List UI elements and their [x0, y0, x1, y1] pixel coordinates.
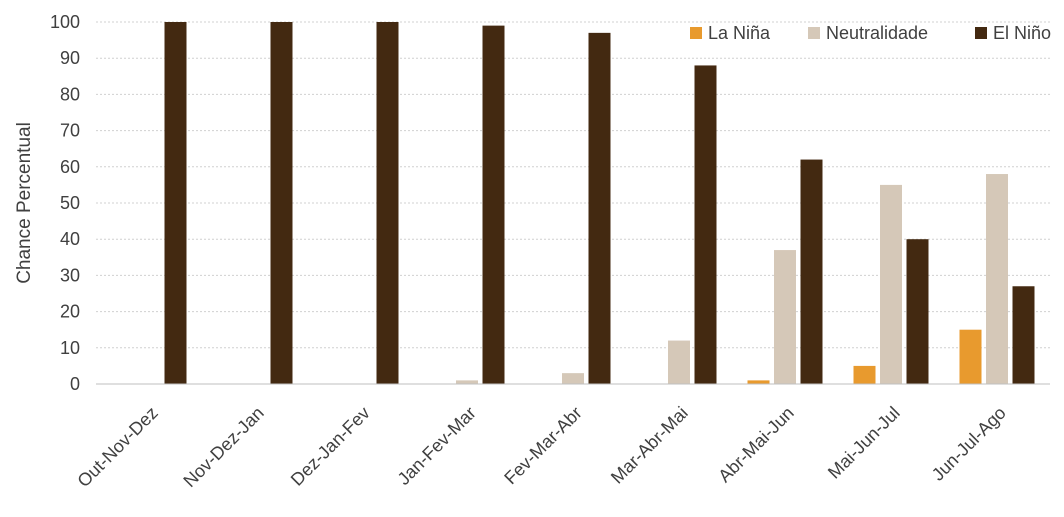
y-tick-label: 20	[60, 302, 80, 322]
legend-swatch	[808, 27, 820, 39]
y-tick-label: 50	[60, 193, 80, 213]
y-tick-label: 80	[60, 84, 80, 104]
y-tick-label: 100	[50, 12, 80, 32]
legend-swatch	[975, 27, 987, 39]
bar-el-ni-o-6	[800, 159, 823, 384]
y-tick-label: 90	[60, 48, 80, 68]
bar-el-ni-o-4	[588, 32, 611, 385]
y-tick-label: 30	[60, 265, 80, 285]
bar-neutralidade-3	[456, 380, 478, 384]
x-category-label: Dez-Jan-Fev	[287, 403, 374, 490]
bar-neutralidade-5	[668, 340, 690, 384]
y-tick-label: 70	[60, 121, 80, 141]
y-tick-label: 60	[60, 157, 80, 177]
legend-label: El Niño	[993, 23, 1051, 43]
bar-el-ni-o-3	[482, 25, 505, 385]
x-category-label: Abr-Mai-Jun	[714, 403, 797, 486]
y-tick-label: 10	[60, 338, 80, 358]
x-category-label: Fev-Mar-Abr	[500, 403, 586, 489]
gridlines	[96, 21, 1050, 349]
legend: La Niña Neutralidade El Niño	[690, 23, 1051, 43]
bar-la-ni-a-6	[747, 380, 770, 384]
x-category-label: Nov-Dez-Jan	[179, 403, 267, 491]
bar-el-ni-o-7	[906, 239, 929, 384]
legend-label: La Niña	[708, 23, 771, 43]
bars	[164, 22, 1035, 385]
bar-el-ni-o-1	[270, 22, 293, 384]
x-category-label: Mar-Abr-Mai	[607, 403, 692, 488]
x-category-label: Out-Nov-Dez	[73, 403, 161, 491]
bar-el-ni-o-5	[694, 65, 717, 384]
legend-label: Neutralidade	[826, 23, 928, 43]
bar-el-ni-o-2	[376, 22, 399, 384]
y-tick-label: 40	[60, 229, 80, 249]
y-axis-label: Chance Percentual	[14, 122, 35, 284]
bar-neutralidade-8	[986, 174, 1008, 384]
x-axis-categories: Out-Nov-Dez Nov-Dez-Jan Dez-Jan-Fev Jan-Fev…	[73, 403, 1009, 491]
bar-el-ni-o-8	[1012, 286, 1035, 384]
bar-neutralidade-4	[562, 373, 584, 384]
y-tick-label: 0	[70, 374, 80, 394]
bar-la-ni-a-8	[959, 329, 982, 384]
y-axis-ticks: 0 10 20 30 40 50 60 70 80 90 100	[50, 12, 80, 394]
legend-swatch	[690, 27, 702, 39]
x-category-label: Mai-Jun-Jul	[824, 403, 904, 483]
bar-la-ni-a-7	[853, 365, 876, 384]
x-category-label: Jan-Fev-Mar	[394, 403, 480, 489]
x-category-label: Jun-Jul-Ago	[928, 403, 1010, 485]
bar-neutralidade-6	[774, 250, 796, 384]
bar-neutralidade-7	[880, 184, 902, 384]
bar-el-ni-o-0	[164, 22, 187, 384]
